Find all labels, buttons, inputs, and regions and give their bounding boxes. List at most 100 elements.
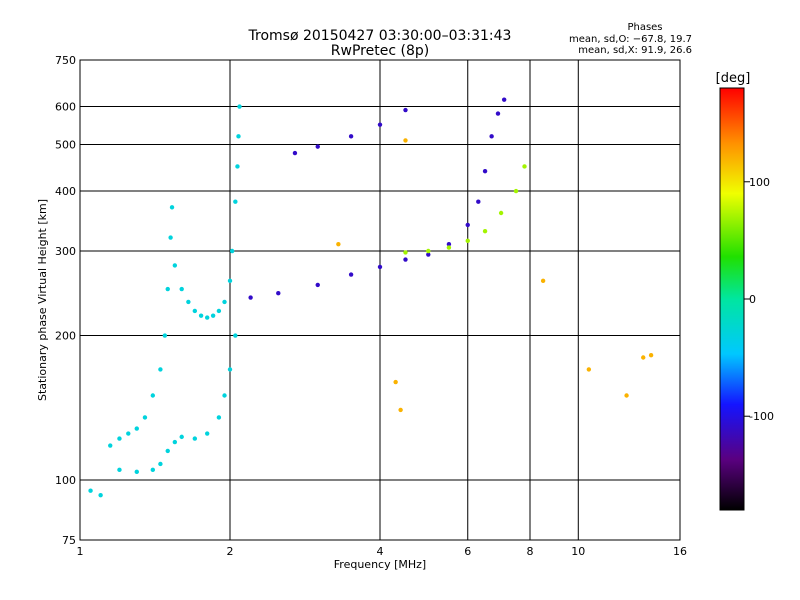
data-point [489, 134, 494, 139]
y-tick-label: 500 [55, 139, 76, 152]
data-point [186, 299, 191, 305]
data-point [210, 313, 216, 318]
data-point [198, 313, 204, 318]
data-point [216, 308, 222, 314]
data-point [476, 199, 481, 204]
plot-frame [79, 59, 681, 541]
data-point [237, 104, 242, 109]
y-tick-label: 750 [55, 54, 76, 67]
data-point [134, 469, 139, 475]
y-axis-label: Stationary phase Virtual Height [km] [36, 199, 49, 401]
data-point [426, 252, 431, 257]
data-point [426, 248, 431, 254]
x-tick-label: 2 [227, 545, 234, 558]
data-point [227, 278, 233, 284]
data-point [315, 144, 320, 149]
grid [80, 60, 680, 540]
data-point [377, 264, 383, 270]
data-point [192, 436, 198, 441]
data-point [465, 238, 470, 244]
data-point [641, 355, 646, 360]
x-ticks: 1 2 4 6 8 10 16 [77, 545, 688, 558]
data-point [204, 315, 210, 320]
chart-title: Tromsø 20150427 03:30:00–03:31:43 [248, 28, 512, 44]
data-point [446, 241, 452, 247]
data-point [229, 248, 235, 254]
y-ticks: 75 100 200 300 400 500 600 750 [55, 54, 76, 547]
data-point [501, 97, 507, 102]
data-point [126, 431, 131, 436]
y-tick-label: 200 [55, 330, 76, 343]
data-point [142, 415, 148, 420]
data-point [150, 467, 156, 473]
colorbar-label: [deg] [716, 71, 751, 86]
data-point [624, 393, 629, 398]
phase-stats-x: mean, sd,X: 91.9, 26.6 [578, 45, 692, 56]
y-tick-label: 400 [55, 185, 76, 198]
data-point [348, 134, 354, 139]
data-point [233, 199, 238, 204]
data-point [108, 443, 113, 448]
data-point [482, 168, 488, 174]
data-point [117, 467, 122, 473]
data-point [222, 393, 227, 398]
data-point [586, 367, 592, 372]
data-point [216, 415, 222, 420]
data-point [165, 448, 170, 454]
data-point [169, 205, 175, 210]
data-point [192, 308, 198, 314]
series-o-mode-f1-branch [108, 104, 242, 448]
series-o-mode-f2-trace [248, 97, 507, 300]
data-point [162, 333, 168, 338]
data-point [117, 436, 122, 441]
data-point [227, 367, 233, 372]
data-point [482, 228, 488, 234]
series-o-mode-low-branch [117, 333, 238, 475]
data-point [235, 164, 240, 169]
x-tick-label: 10 [571, 545, 585, 558]
colorbar: [deg] 100 0 -100 [716, 71, 774, 511]
data-point [158, 367, 163, 372]
data-point [168, 235, 173, 240]
x-tick-label: 16 [673, 545, 687, 558]
data-point [393, 379, 398, 385]
data-point [495, 111, 501, 116]
data-point [540, 278, 546, 284]
data-point [513, 188, 519, 194]
x-tick-label: 8 [527, 545, 534, 558]
data-point [403, 257, 408, 262]
x-tick-label: 4 [377, 545, 384, 558]
data-point [465, 222, 470, 228]
chart-subtitle: RwPretec (8p) [331, 43, 429, 59]
series-range-aliased-echo [292, 107, 408, 156]
data-point [403, 107, 408, 113]
data-point [446, 245, 452, 250]
y-tick-label: 600 [55, 101, 76, 114]
phase-stats-title: Phases [627, 22, 662, 33]
data-points [88, 97, 654, 498]
x-axis-label: Frequency [MHz] [334, 558, 426, 571]
x-tick-label: 1 [77, 545, 84, 558]
data-point [292, 150, 298, 156]
series-e-layer-trace [88, 488, 103, 498]
y-tick-label: 75 [62, 534, 76, 547]
data-point [179, 434, 184, 440]
data-point [158, 461, 163, 467]
data-point [248, 295, 253, 300]
data-point [336, 241, 341, 247]
data-point [88, 488, 93, 493]
data-point [233, 333, 238, 338]
data-point [172, 263, 178, 268]
data-point [498, 210, 504, 216]
data-point [204, 431, 210, 436]
colorbar-tick-label: 0 [749, 293, 756, 306]
colorbar-gradient [719, 87, 745, 511]
data-point [403, 250, 408, 255]
data-point [348, 272, 354, 277]
data-point [134, 426, 139, 431]
series-x-mode-f2-trace [403, 164, 527, 255]
data-point [522, 164, 527, 169]
data-point [179, 286, 184, 292]
colorbar-tick-label: 100 [749, 176, 770, 189]
